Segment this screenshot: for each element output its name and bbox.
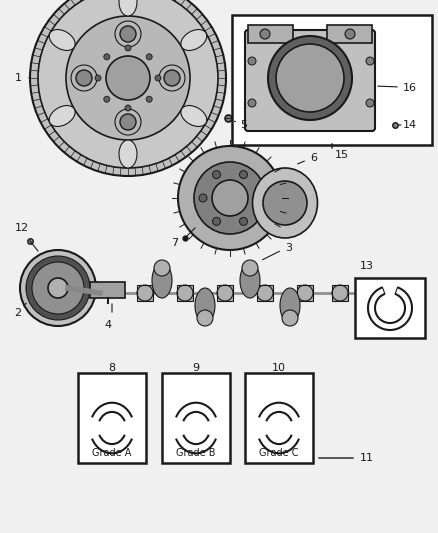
Circle shape: [199, 194, 207, 202]
Ellipse shape: [49, 29, 75, 51]
Circle shape: [242, 260, 258, 276]
Circle shape: [248, 57, 256, 65]
Bar: [217, 285, 233, 301]
Circle shape: [240, 217, 247, 225]
Ellipse shape: [119, 140, 137, 168]
Ellipse shape: [181, 106, 207, 126]
Bar: [137, 285, 153, 301]
Text: 13: 13: [360, 261, 374, 271]
Ellipse shape: [181, 29, 207, 51]
Bar: [90, 282, 125, 298]
Circle shape: [154, 260, 170, 276]
Ellipse shape: [49, 106, 75, 126]
Circle shape: [155, 75, 161, 81]
Text: Grade A: Grade A: [92, 448, 132, 458]
Circle shape: [66, 16, 190, 140]
Circle shape: [212, 217, 220, 225]
Circle shape: [146, 54, 152, 60]
Circle shape: [120, 26, 136, 42]
Ellipse shape: [119, 0, 137, 16]
Text: 5: 5: [240, 120, 247, 130]
Text: 1: 1: [14, 73, 21, 83]
Bar: [257, 285, 273, 301]
Ellipse shape: [195, 288, 215, 323]
Text: 14: 14: [403, 120, 417, 130]
Text: 2: 2: [14, 308, 21, 318]
Circle shape: [76, 70, 92, 86]
Text: 15: 15: [335, 150, 349, 160]
Circle shape: [345, 29, 355, 39]
Text: 16: 16: [403, 83, 417, 93]
Bar: [297, 285, 313, 301]
Bar: [355, 278, 425, 338]
Text: 10: 10: [272, 363, 286, 373]
Bar: [78, 373, 146, 463]
Circle shape: [178, 146, 282, 250]
Circle shape: [164, 70, 180, 86]
Circle shape: [146, 96, 152, 102]
Circle shape: [120, 114, 136, 130]
Bar: [245, 373, 313, 463]
Text: 3: 3: [285, 243, 292, 253]
Circle shape: [26, 256, 90, 320]
Text: 12: 12: [15, 223, 29, 233]
Ellipse shape: [240, 263, 260, 298]
Circle shape: [20, 250, 96, 326]
Ellipse shape: [280, 288, 300, 323]
Circle shape: [263, 181, 307, 225]
Circle shape: [276, 44, 344, 112]
Bar: [327, 25, 372, 43]
Text: 9: 9: [192, 363, 200, 373]
Circle shape: [125, 45, 131, 51]
Circle shape: [30, 0, 226, 176]
Circle shape: [197, 310, 213, 326]
Ellipse shape: [152, 263, 172, 298]
Circle shape: [125, 105, 131, 111]
Bar: [162, 373, 230, 463]
Circle shape: [212, 180, 248, 216]
Circle shape: [248, 99, 256, 107]
Circle shape: [240, 171, 247, 179]
Circle shape: [106, 56, 150, 100]
Circle shape: [268, 36, 352, 120]
Circle shape: [104, 54, 110, 60]
Circle shape: [104, 96, 110, 102]
Circle shape: [366, 99, 374, 107]
Bar: [177, 285, 193, 301]
Circle shape: [194, 162, 266, 234]
Text: Grade C: Grade C: [259, 448, 299, 458]
Ellipse shape: [252, 168, 318, 238]
Text: 4: 4: [104, 320, 112, 330]
Bar: [232, 15, 432, 145]
Bar: [332, 285, 348, 301]
Circle shape: [282, 310, 298, 326]
FancyBboxPatch shape: [245, 30, 375, 131]
Bar: [248, 25, 293, 43]
Text: 11: 11: [360, 453, 374, 463]
Circle shape: [253, 194, 261, 202]
Circle shape: [366, 57, 374, 65]
Text: Grade B: Grade B: [176, 448, 216, 458]
Circle shape: [212, 171, 220, 179]
Circle shape: [260, 29, 270, 39]
Text: 8: 8: [109, 363, 116, 373]
Text: 7: 7: [171, 238, 178, 248]
Circle shape: [32, 262, 84, 314]
Circle shape: [95, 75, 101, 81]
Circle shape: [38, 0, 218, 168]
Text: 6: 6: [310, 153, 317, 163]
Circle shape: [48, 278, 68, 298]
